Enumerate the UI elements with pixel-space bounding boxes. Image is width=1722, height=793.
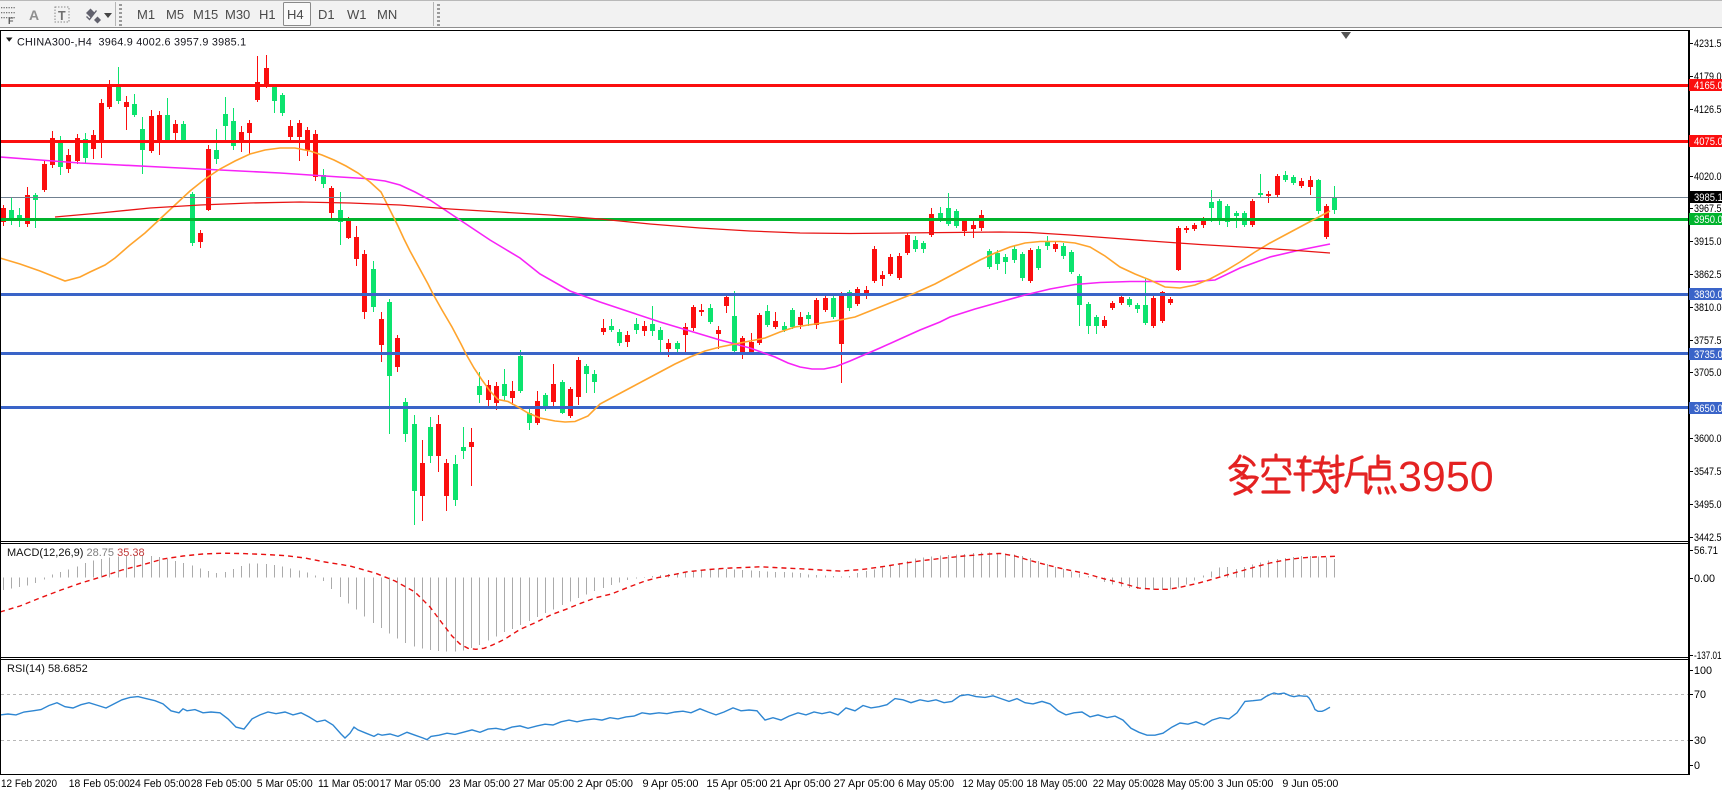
svg-text:100: 100 — [1694, 665, 1712, 677]
svg-text:27 Mar 05:00: 27 Mar 05:00 — [513, 778, 574, 790]
svg-text:M30: M30 — [225, 7, 250, 22]
svg-text:H1: H1 — [259, 7, 276, 22]
svg-text:4075.0: 4075.0 — [1694, 136, 1722, 148]
svg-text:M1: M1 — [137, 7, 155, 22]
svg-text:3950: 3950 — [1398, 453, 1494, 501]
svg-text:3810.0: 3810.0 — [1694, 302, 1722, 314]
svg-text:0.00: 0.00 — [1694, 573, 1715, 585]
svg-text:D1: D1 — [318, 7, 335, 22]
svg-text:5 Mar 05:00: 5 Mar 05:00 — [257, 778, 313, 790]
svg-text:3915.0: 3915.0 — [1694, 236, 1722, 248]
svg-text:15 Apr 05:00: 15 Apr 05:00 — [707, 778, 768, 790]
svg-text:RSI(14) 58.6852: RSI(14) 58.6852 — [7, 663, 88, 675]
svg-text:23 Mar 05:00: 23 Mar 05:00 — [449, 778, 510, 790]
svg-text:F: F — [8, 16, 14, 26]
svg-text:3950.0: 3950.0 — [1694, 214, 1722, 226]
svg-text:11 Mar 05:00: 11 Mar 05:00 — [318, 778, 379, 790]
svg-text:W1: W1 — [347, 7, 367, 22]
svg-text:9 Jun 05:00: 9 Jun 05:00 — [1282, 778, 1338, 790]
svg-text:12 May 05:00: 12 May 05:00 — [962, 778, 1023, 790]
svg-text:30: 30 — [1694, 735, 1706, 747]
svg-text:18 May 05:00: 18 May 05:00 — [1026, 778, 1087, 790]
svg-text:4020.0: 4020.0 — [1694, 171, 1722, 183]
svg-text:22 May 05:00: 22 May 05:00 — [1093, 778, 1154, 790]
svg-text:CHINA300-,H4 3964.9 4002.6 39: CHINA300-,H4 3964.9 4002.6 3957.9 3985.1 — [17, 37, 246, 49]
svg-text:3862.5: 3862.5 — [1694, 269, 1722, 281]
svg-text:MACD(12,26,9) 28.75 35.38: MACD(12,26,9) 28.75 35.38 — [7, 547, 145, 559]
svg-text:4165.0: 4165.0 — [1694, 80, 1722, 92]
svg-text:3830.0: 3830.0 — [1694, 289, 1722, 301]
svg-text:A: A — [29, 7, 39, 23]
svg-text:28 Feb 05:00: 28 Feb 05:00 — [191, 778, 252, 790]
svg-text:H4: H4 — [287, 7, 304, 22]
svg-text:70: 70 — [1694, 689, 1706, 701]
svg-text:9 Apr 05:00: 9 Apr 05:00 — [643, 778, 699, 790]
svg-text:M15: M15 — [193, 7, 218, 22]
svg-text:4231.5: 4231.5 — [1694, 38, 1722, 50]
svg-text:3442.5: 3442.5 — [1694, 532, 1722, 544]
svg-text:3600.0: 3600.0 — [1694, 433, 1722, 445]
svg-text:3705.0: 3705.0 — [1694, 367, 1722, 379]
svg-text:3757.5: 3757.5 — [1694, 335, 1722, 347]
svg-text:21 Apr 05:00: 21 Apr 05:00 — [770, 778, 831, 790]
svg-text:6 May 05:00: 6 May 05:00 — [898, 778, 954, 790]
svg-text:2 Apr 05:00: 2 Apr 05:00 — [577, 778, 633, 790]
svg-text:4126.5: 4126.5 — [1694, 104, 1722, 116]
svg-text:3735.0: 3735.0 — [1694, 349, 1722, 361]
svg-text:-137.01: -137.01 — [1694, 650, 1722, 662]
svg-text:56.71: 56.71 — [1694, 545, 1718, 557]
svg-text:M5: M5 — [166, 7, 184, 22]
svg-text:3650.0: 3650.0 — [1694, 403, 1722, 415]
svg-text:3495.0: 3495.0 — [1694, 499, 1722, 511]
svg-text:28 May 05:00: 28 May 05:00 — [1153, 778, 1214, 790]
svg-text:T: T — [58, 9, 66, 23]
svg-text:18 Feb 05:00: 18 Feb 05:00 — [69, 778, 130, 790]
svg-text:MN: MN — [377, 7, 397, 22]
svg-text:3985.1: 3985.1 — [1694, 192, 1722, 204]
svg-text:0: 0 — [1694, 760, 1700, 772]
svg-text:12 Feb 2020: 12 Feb 2020 — [1, 778, 57, 790]
svg-text:3 Jun 05:00: 3 Jun 05:00 — [1217, 778, 1273, 790]
svg-text:24 Feb 05:00: 24 Feb 05:00 — [129, 778, 190, 790]
svg-text:3547.5: 3547.5 — [1694, 466, 1722, 478]
svg-text:17 Mar 05:00: 17 Mar 05:00 — [380, 778, 441, 790]
svg-text:3967.5: 3967.5 — [1694, 203, 1722, 215]
svg-text:27 Apr 05:00: 27 Apr 05:00 — [834, 778, 895, 790]
